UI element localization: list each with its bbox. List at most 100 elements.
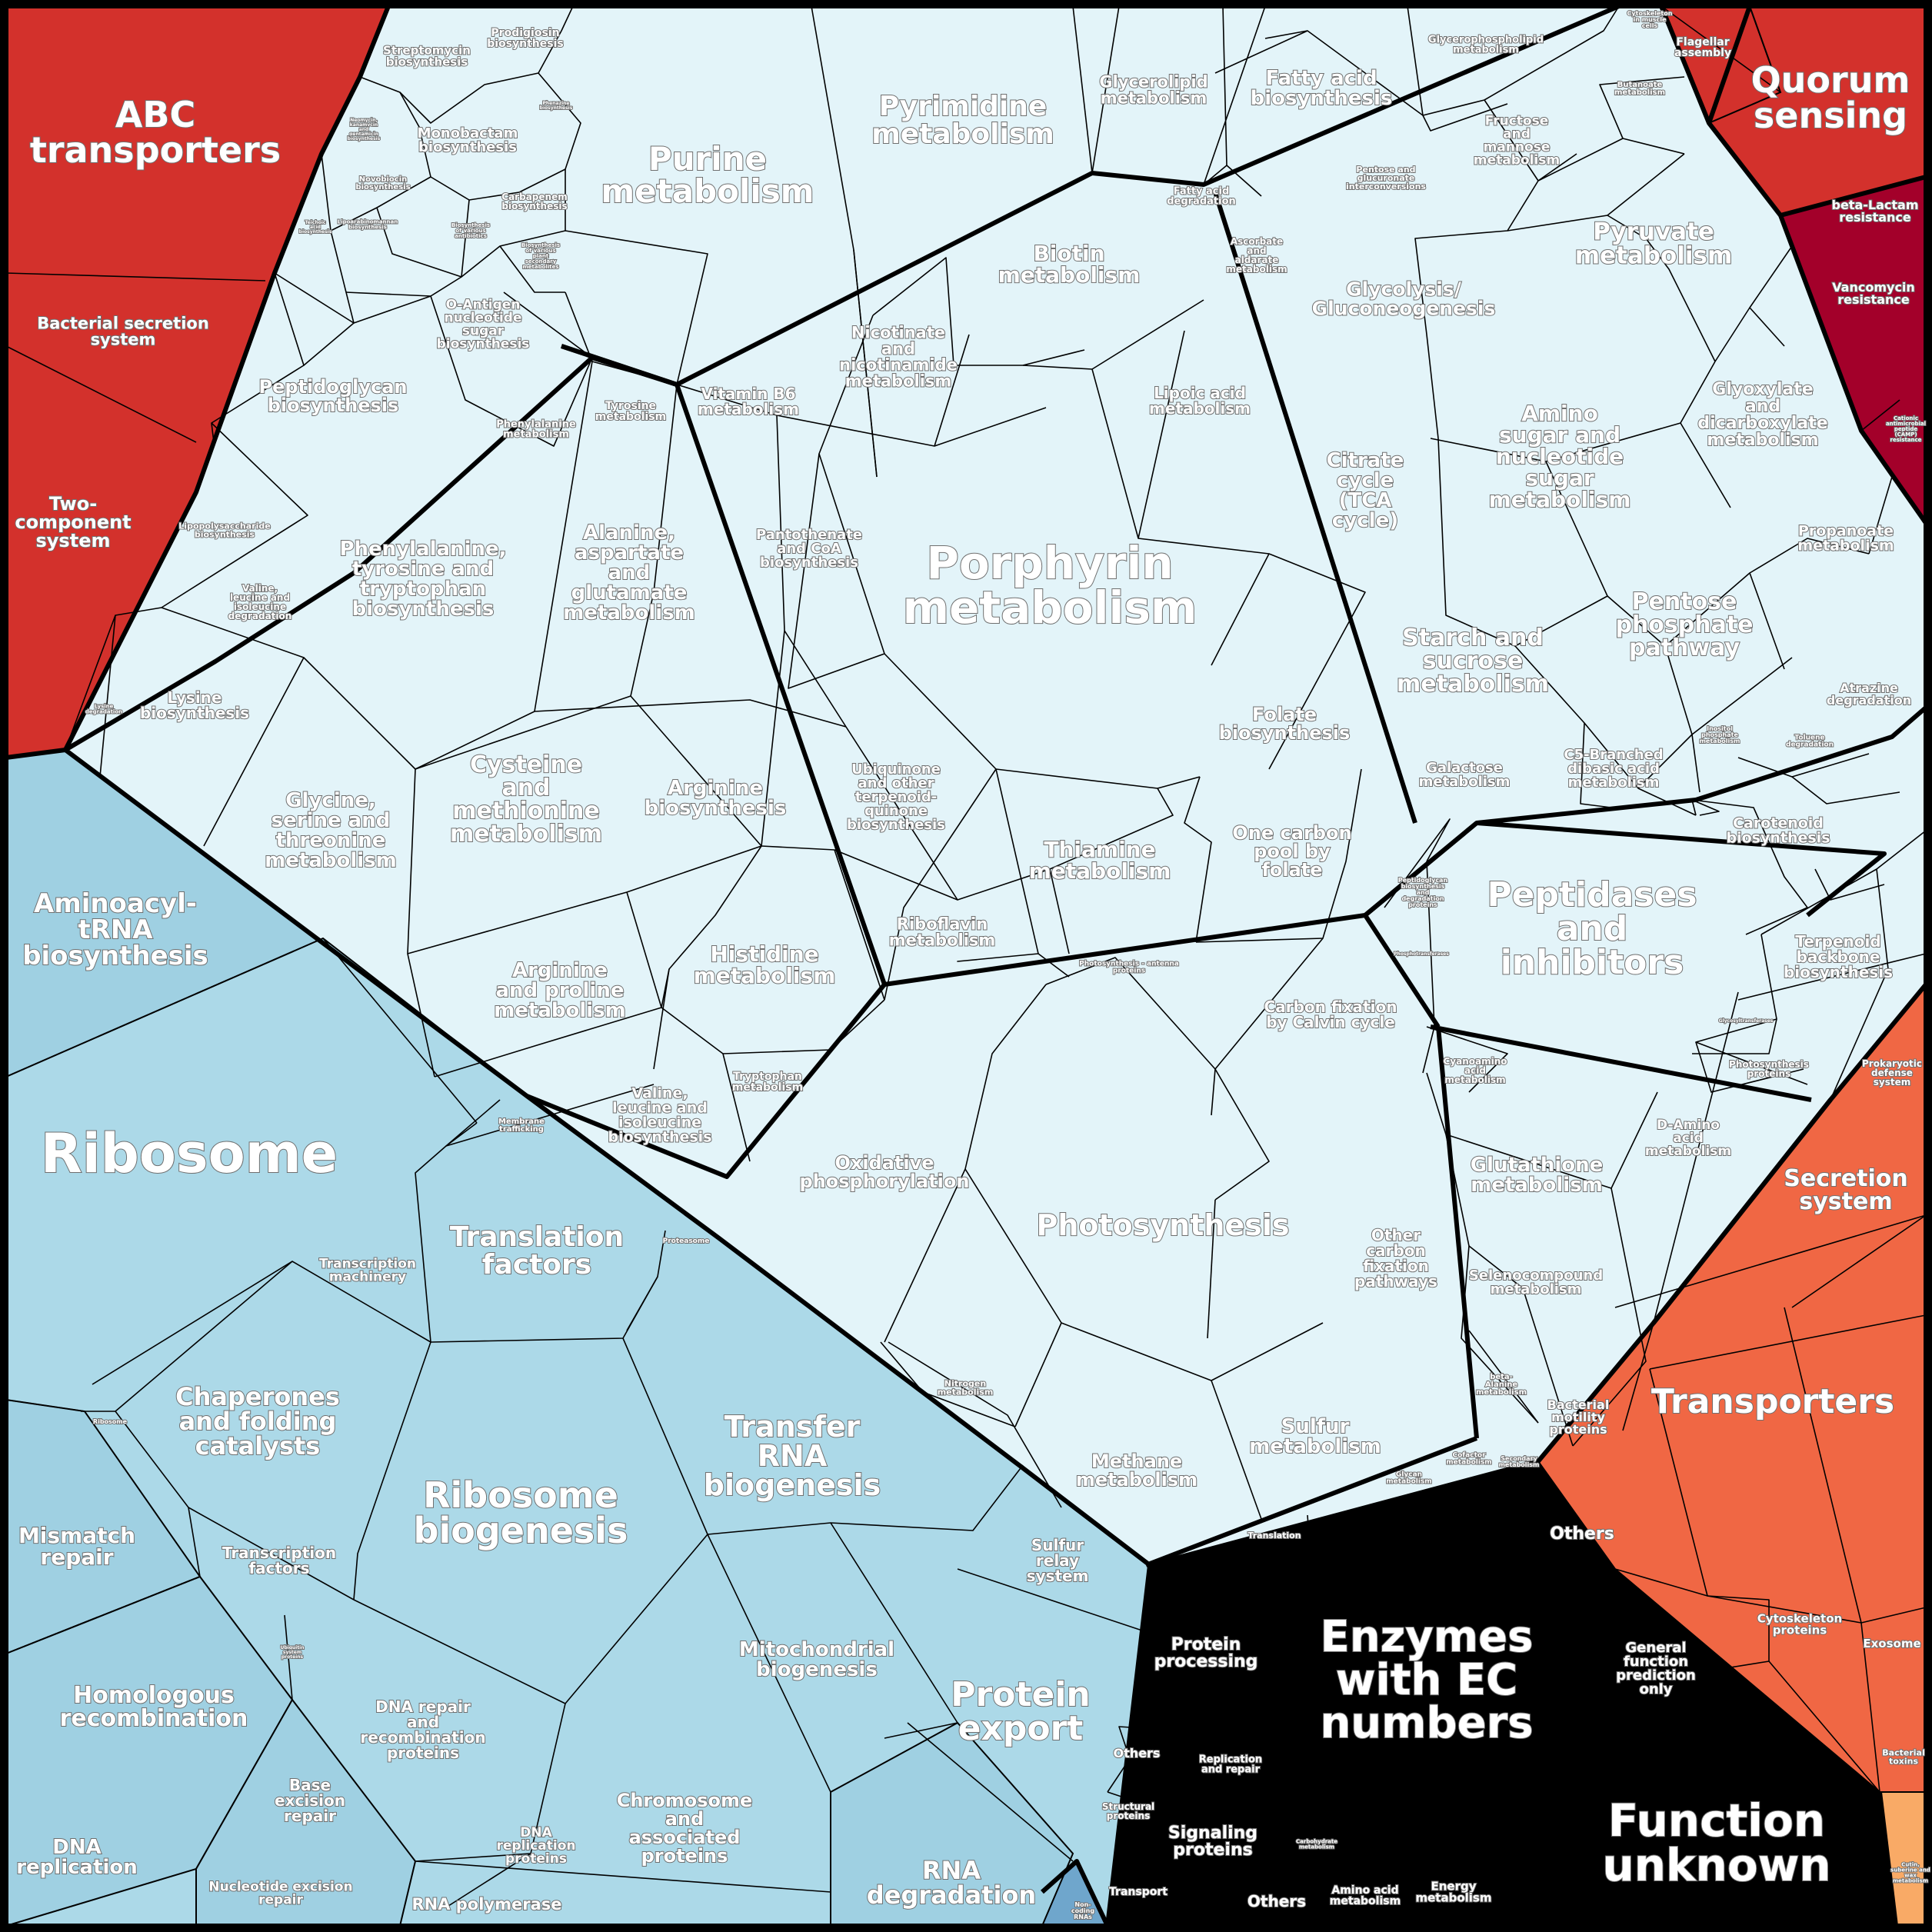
cell-label-oxphos: Oxidative phosphorylation [800,1152,970,1192]
cell-border-92 [1814,868,1885,901]
cell-border-57 [1045,957,1216,1070]
cell-label-glycosyltrans: Glycosyltransferases [1719,1018,1774,1024]
cell-label-arg_bio: Arginine biosynthesis [645,777,787,820]
cell-border-131 [322,938,478,1124]
cell-label-photosyn_prot: Photosynthesis proteins [1729,1059,1809,1079]
cell-label-twocomp: Two-component system [15,493,131,551]
cell-border-140 [188,1507,201,1577]
cell-label-bactmot: Bacterial motility proteins [1547,1397,1610,1437]
cell-border-98 [1695,1041,1804,1093]
cell-border-43 [1091,368,1270,666]
cell-label-energy: Energy metabolism [1416,1879,1492,1904]
cell-label-histidine: Histidine metabolism [694,941,836,988]
cell-label-sulfur: Sulfur metabolism [1249,1415,1381,1458]
cell-label-cysteine: Cysteine and methionine metabolism [450,751,602,848]
aux-border-0 [5,272,266,281]
cell-label-aminosugar: Amino sugar and nucleotide sugar metabolism [1489,401,1631,512]
group-border-1 [5,748,66,760]
cell-border-47 [788,453,885,689]
aux-border-7 [1784,1307,1862,1624]
cell-border-58 [884,984,1047,1343]
cell-label-carbonfix: Carbon fixation by Calvin cycle [1264,998,1397,1031]
cell-label-exosome: Exosome [1863,1637,1920,1651]
cell-label-noncoding: Non-coding RNAs [1071,1901,1094,1920]
cell-border-76 [1749,307,1785,347]
cell-border-83 [1749,538,1870,574]
cell-border-40 [954,299,1204,370]
cell-border-44 [1138,330,1185,539]
cell-label-peptidases: Peptidases and inhibitors [1487,875,1697,982]
cell-border-74 [1645,238,1716,362]
group-border-16 [1364,705,1927,918]
cell-border-11 [161,422,308,608]
cell-label-chaperones: Chaperones and folding catalysts [175,1382,340,1461]
cell-label-abc: ABC transporters [30,94,281,171]
cell-border-142 [707,1534,831,1793]
cell-border-146 [957,1568,1143,1631]
cell-border-147 [907,1722,1074,1862]
cell-label-secretion: Secretion system [1784,1165,1907,1215]
cell-label-quorum: Quorum sensing [1751,59,1910,136]
cell-border-80 [1607,572,1785,670]
cell-border-28 [676,384,785,847]
cell-border-42 [1022,349,1085,366]
cell-label-lys_bio: Lysine biosynthesis [140,688,249,722]
cell-label-fattyacid_bio: Fatty acid biosynthesis [1251,67,1393,110]
cell-border-112 [1230,1753,1327,1924]
cell-border-56 [1214,1068,1270,1201]
cell-label-fructose: Fructose and mannose metabolism [1474,114,1560,168]
cell-label-vitb6: Vitamin B6 metabolism [698,385,799,418]
cell-label-atrazine: Atrazine degradation [1827,681,1911,708]
cell-label-nitrogen: Nitrogen metabolism [938,1379,994,1397]
cell-border-39 [1407,5,1424,116]
group-border-13 [525,384,887,1179]
cell-border-1 [399,72,581,201]
group-border-19 [1363,914,1441,1028]
cell-border-144 [445,1853,531,1908]
cell-border-30 [934,334,970,447]
cell-label-carbohydrate: Carbohydrate metabolism [1296,1839,1337,1850]
cell-border-102 [1426,1072,1447,1135]
cell-label-pentose_phos: Pentose phosphate pathway [1615,588,1753,661]
cell-border-124 [1860,1622,1880,1793]
cell-label-rnadeg: RNA degradation [867,1856,1036,1910]
cell-label-glycine: Glycine, serine and threonine metabolism [265,789,397,872]
cell-label-lps: Lipopolysaccharide biosynthesis [178,521,270,540]
cell-border-60 [1207,1199,1216,1339]
cell-border-115 [1268,1830,1527,1885]
cell-label-tyr_met: Tyrosine metabolism [595,400,666,423]
cell-label-others1: Others [1114,1746,1161,1760]
cell-border-152 [284,1614,293,1700]
cell-label-phe_met: Phenylalanine metabolism [496,418,576,440]
cell-border-64 [1211,1380,1262,1520]
cell-border-59 [964,1168,1324,1381]
cell-border-34 [853,249,878,478]
cell-label-betaalanine: beta-Alanine metabolism [1476,1373,1527,1397]
cell-label-signaling: Signaling proteins [1168,1824,1257,1860]
group-border-8 [1041,1859,1110,1927]
cell-label-mismatch: Mismatch repair [18,1523,135,1570]
cell-label-proteasome: Proteasome [663,1237,710,1245]
cell-border-70 [1599,76,1685,139]
cell-label-cytoseg: Cytoskeleton in muscle cells [1627,10,1673,29]
cell-border-35 [1072,5,1093,174]
cell-label-phenaz: Phenazine biosynthesis [540,101,573,111]
cell-border-50 [957,788,1174,901]
cell-label-aminoacid: Amino acid metabolism [1330,1884,1401,1907]
cell-border-136 [81,1261,431,1412]
cell-label-novob: Novobiocin biosynthesis [355,175,410,192]
cell-label-vli_deg: Valine, leucine and isoleucine degradation [228,583,292,621]
cell-label-otherfix: Other carbon fixation pathways [1354,1226,1437,1291]
cell-label-aminoacyl: Aminoacyl-tRNA biosynthesis [22,888,208,971]
cell-label-propanoate: Propanoate metabolism [1797,522,1894,554]
cell-label-proc: Protein processing [1154,1635,1258,1671]
group-border-20 [1436,1026,1479,1439]
cell-label-strep: Streptomycin biosynthesis [383,43,471,68]
cell-label-biotin: Biotin metabolism [998,241,1141,288]
cell-border-150 [5,1576,201,1654]
cell-border-148 [830,1522,958,1739]
cell-label-vanco: Vancomycin resistance [1832,280,1915,307]
group-border-21 [1144,1436,1478,1567]
cell-label-lipoarab: Lipoarabinomannan biosynthesis [338,219,398,231]
cell-label-replrep: Replication and repair [1199,1754,1262,1775]
